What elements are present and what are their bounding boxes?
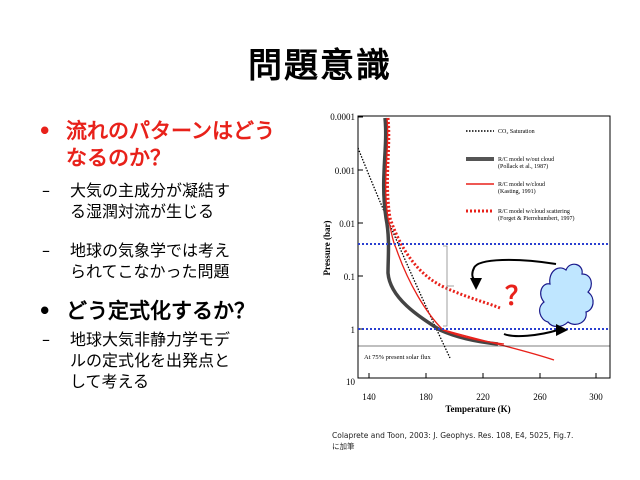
question-mark: ？ [505,282,531,312]
x-axis-label: Temperature (K) [445,404,510,414]
temperature-pressure-figure: 0.0001 0.001 0.01 0.1 1 10 140 180 220 2… [322,112,611,414]
x-tick-label: 260 [533,392,547,402]
y-tick-label: 0.1 [344,272,355,282]
bullet-dot: • [38,119,52,143]
citation-line: に加筆 [332,442,355,451]
sub-bullet-line: る湿潤対流が生じる [70,202,215,221]
x-tick-label: 180 [419,392,433,402]
slide-title: 問題意識 [248,46,392,86]
sub-bullet-dash: – [42,330,50,349]
x-tick-labels: 140 180 220 260 300 [362,392,603,402]
sub-bullet-dash: – [42,241,50,260]
bullet-dot: • [38,299,52,323]
bullet-formulation: • どう定式化するか？ [38,298,313,325]
legend-no-cloud: R/C model w/out cloud [498,157,554,163]
legend-cloud-scattering-ref: (Forget & Pierrehumbert, 1997) [498,215,575,222]
arrow-into-cloud [503,329,559,338]
sub-bullet-nonhydrostatic-model: – 地球大気非静力学モデ ルの定式化を出発点と して考える [38,329,313,392]
solar-flux-note: At 75% present solar flux [364,354,432,361]
y-tick-labels: 0.0001 0.001 0.01 0.1 1 10 [330,112,355,387]
bullet-line: どう定式化するか？ [66,299,255,323]
x-tick-label: 300 [589,392,603,402]
y-tick-label: 0.0001 [330,112,355,122]
sub-bullet-dash: – [42,181,50,200]
x-tick-label: 140 [362,392,376,402]
profile-cloud-scattering [386,117,501,310]
arrow-from-cloud [471,258,557,283]
bullet-line: 流れのパターンはどう [66,119,275,143]
legend-no-cloud-ref: (Pollack et al., 1987) [498,163,548,170]
y-tick-label: 0.001 [335,166,355,176]
sub-bullet-line: 地球大気非静力学モデ [70,330,231,349]
legend-cloud: R/C model w/cloud [498,182,545,188]
sub-bullet-line: 地球の気象学では考え [70,241,231,260]
citation-line: Colaprete and Toon, 2003: J. Geophys. Re… [332,431,574,440]
legend: CO₂ Saturation R/C model w/out cloud (Po… [466,129,575,222]
legend-cloud-scattering: R/C model w/cloud scattering [498,209,570,215]
sub-bullet-line: して考える [70,372,150,391]
bullet-list: • 流れのパターンはどう なるのか？ – 大気の主成分が凝結す る湿潤対流が生じ… [38,118,313,392]
y-tick-label: 1 [351,325,356,335]
plot-frame [357,115,611,379]
y-tick-label: 0.01 [339,219,355,229]
sub-bullet-line: ルの定式化を出発点と [70,351,231,370]
profile-cloud [385,117,505,345]
legend-cloud-ref: (Kasting, 1991) [498,188,536,195]
profile-no-cloud [381,117,499,346]
y-axis-label: Pressure (bar) [322,221,332,276]
cloud-icon [539,263,594,328]
x-tick-label: 220 [476,392,490,402]
y-tick-label: 10 [346,377,356,387]
legend-co2-saturation: CO₂ Saturation [498,129,535,135]
sub-bullet-earth-meteorology: – 地球の気象学では考え られてこなかった問題 [38,240,313,282]
co2-saturation-curve [357,147,451,359]
sub-bullet-line: 大気の主成分が凝結す [70,181,231,200]
sub-bullet-line: られてこなかった問題 [70,262,230,281]
sub-bullet-condensing-convection: – 大気の主成分が凝結す る湿潤対流が生じる [38,180,313,222]
bullet-flow-pattern: • 流れのパターンはどう なるのか？ [38,118,313,172]
bullet-line: なるのか？ [66,146,171,170]
figure-citation: Colaprete and Toon, 2003: J. Geophys. Re… [332,430,573,452]
